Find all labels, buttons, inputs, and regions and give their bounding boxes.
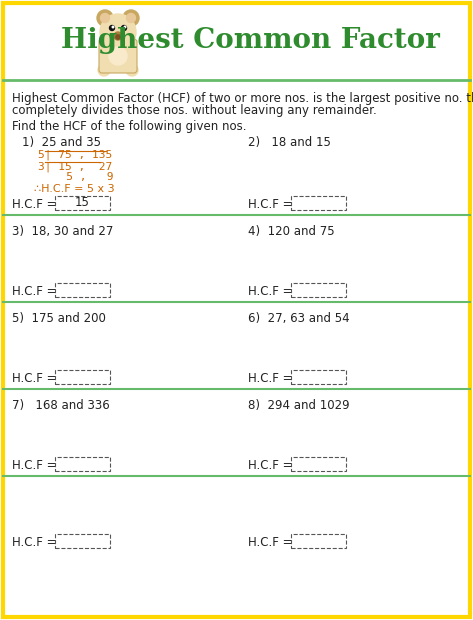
Text: 15: 15 (75, 197, 90, 210)
Text: H.C.F =: H.C.F = (248, 459, 292, 472)
Circle shape (126, 14, 135, 22)
Text: ∴H.C.F = 5 x 3: ∴H.C.F = 5 x 3 (34, 184, 114, 194)
Circle shape (97, 10, 113, 26)
Bar (55, 370, 110, 384)
Text: 3)  18, 30 and 27: 3) 18, 30 and 27 (12, 225, 114, 238)
Text: H.C.F =: H.C.F = (12, 459, 56, 472)
Text: 5 ,   9: 5 , 9 (46, 172, 114, 182)
Circle shape (123, 10, 139, 26)
Bar (291, 283, 346, 297)
Text: Highest Common Factor (HCF) of two or more nos. is the largest positive no. that: Highest Common Factor (HCF) of two or mo… (12, 92, 473, 105)
Circle shape (124, 26, 126, 28)
Circle shape (126, 64, 138, 76)
Bar (291, 457, 346, 471)
Text: H.C.F =: H.C.F = (12, 198, 56, 211)
Text: Highest Common Factor: Highest Common Factor (61, 27, 439, 53)
Text: 8)  294 and 1029: 8) 294 and 1029 (248, 399, 350, 412)
Circle shape (98, 64, 110, 76)
Text: H.C.F =: H.C.F = (248, 285, 292, 298)
Circle shape (116, 35, 120, 39)
Circle shape (114, 32, 122, 40)
Text: 3| 15 ,  27: 3| 15 , 27 (38, 161, 112, 172)
Text: 1)  25 and 35: 1) 25 and 35 (22, 136, 101, 149)
Text: H.C.F =: H.C.F = (12, 536, 56, 549)
Text: 7)   168 and 336: 7) 168 and 336 (12, 399, 110, 412)
Text: H.C.F =: H.C.F = (248, 198, 292, 211)
Circle shape (122, 25, 126, 30)
FancyBboxPatch shape (99, 39, 137, 73)
Bar (291, 370, 346, 384)
Bar (55, 196, 110, 210)
Bar (55, 457, 110, 471)
Text: H.C.F =: H.C.F = (12, 372, 56, 385)
Circle shape (109, 47, 127, 65)
Circle shape (100, 14, 110, 22)
Bar (291, 196, 346, 210)
Bar (291, 534, 346, 548)
Text: 2)   18 and 15: 2) 18 and 15 (248, 136, 331, 149)
Text: completely divides those nos. without leaving any remainder.: completely divides those nos. without le… (12, 104, 377, 117)
Text: 5)  175 and 200: 5) 175 and 200 (12, 312, 106, 325)
Text: H.C.F =: H.C.F = (12, 285, 56, 298)
Text: 5| 75 , 135: 5| 75 , 135 (38, 150, 112, 161)
Text: 4)  120 and 75: 4) 120 and 75 (248, 225, 334, 238)
Text: Find the HCF of the following given nos.: Find the HCF of the following given nos. (12, 120, 246, 133)
Circle shape (100, 14, 136, 50)
Bar (55, 534, 110, 548)
Circle shape (110, 25, 114, 30)
Text: 6)  27, 63 and 54: 6) 27, 63 and 54 (248, 312, 350, 325)
Bar (55, 283, 110, 297)
Circle shape (112, 26, 114, 28)
Text: H.C.F =: H.C.F = (248, 372, 292, 385)
Text: H.C.F =: H.C.F = (248, 536, 292, 549)
